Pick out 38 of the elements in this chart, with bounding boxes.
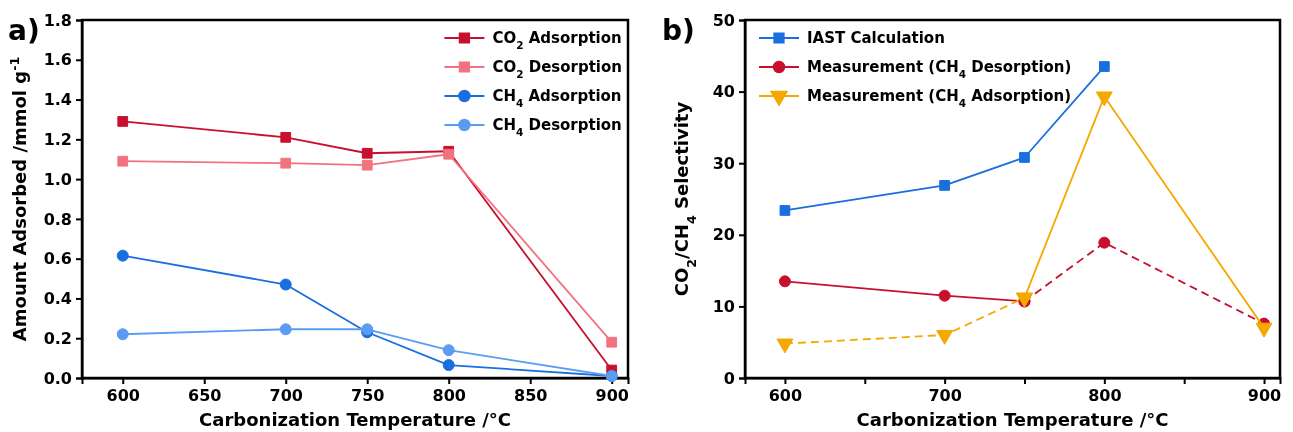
y-tick-label: 40 (712, 82, 735, 102)
chart-title: a) (8, 14, 40, 47)
x-tick-label: 900 (595, 386, 629, 406)
y-tick-label: 20 (712, 225, 735, 245)
y-tick-label: 50 (712, 10, 735, 30)
x-tick-label: 700 (269, 386, 303, 406)
y-tick-label: 0 (723, 368, 735, 388)
legend-label: CO$_{2}$ Desorption (492, 58, 622, 81)
x-axis-title: Carbonization Temperature /°C (856, 409, 1169, 430)
legend-label: CO$_{2}$ Adsorption (492, 29, 622, 52)
legend-label: Measurement (CH$_{4}$ Desorption) (807, 58, 1072, 81)
x-tick-label: 600 (106, 386, 140, 406)
legend-label: CH$_{4}$ Adsorption (492, 87, 622, 110)
x-tick-label: 600 (768, 386, 803, 406)
y-tick-label: 1.0 (43, 169, 72, 189)
legend-label: IAST Calculation (807, 29, 945, 48)
chart-title: b) (662, 14, 695, 47)
y-tick-label: 0.8 (43, 209, 72, 229)
y-tick-label: 1.8 (43, 10, 72, 30)
y-tick-label: 30 (712, 153, 735, 173)
x-axis-title: Carbonization Temperature /°C (199, 409, 511, 430)
y-tick-label: 0.4 (43, 289, 72, 309)
x-tick-label: 900 (1247, 386, 1282, 406)
x-tick-label: 800 (1088, 386, 1122, 406)
y-tick-label: 1.4 (43, 90, 72, 110)
y-tick-label: 0.0 (43, 368, 72, 388)
x-tick-label: 700 (928, 386, 962, 406)
y-tick-label: 1.2 (43, 129, 72, 149)
legend-label: CH$_{4}$ Desorption (492, 116, 622, 139)
x-tick-label: 850 (514, 386, 548, 406)
y-tick-label: 1.6 (43, 50, 72, 70)
x-tick-label: 800 (432, 386, 466, 406)
x-tick-label: 750 (351, 386, 385, 406)
y-tick-label: 0.6 (43, 249, 72, 269)
y-tick-label: 10 (712, 297, 735, 317)
x-tick-label: 650 (188, 386, 222, 406)
y-tick-label: 0.2 (43, 328, 72, 348)
legend-label: Measurement (CH$_{4}$ Adsorption) (807, 87, 1072, 110)
